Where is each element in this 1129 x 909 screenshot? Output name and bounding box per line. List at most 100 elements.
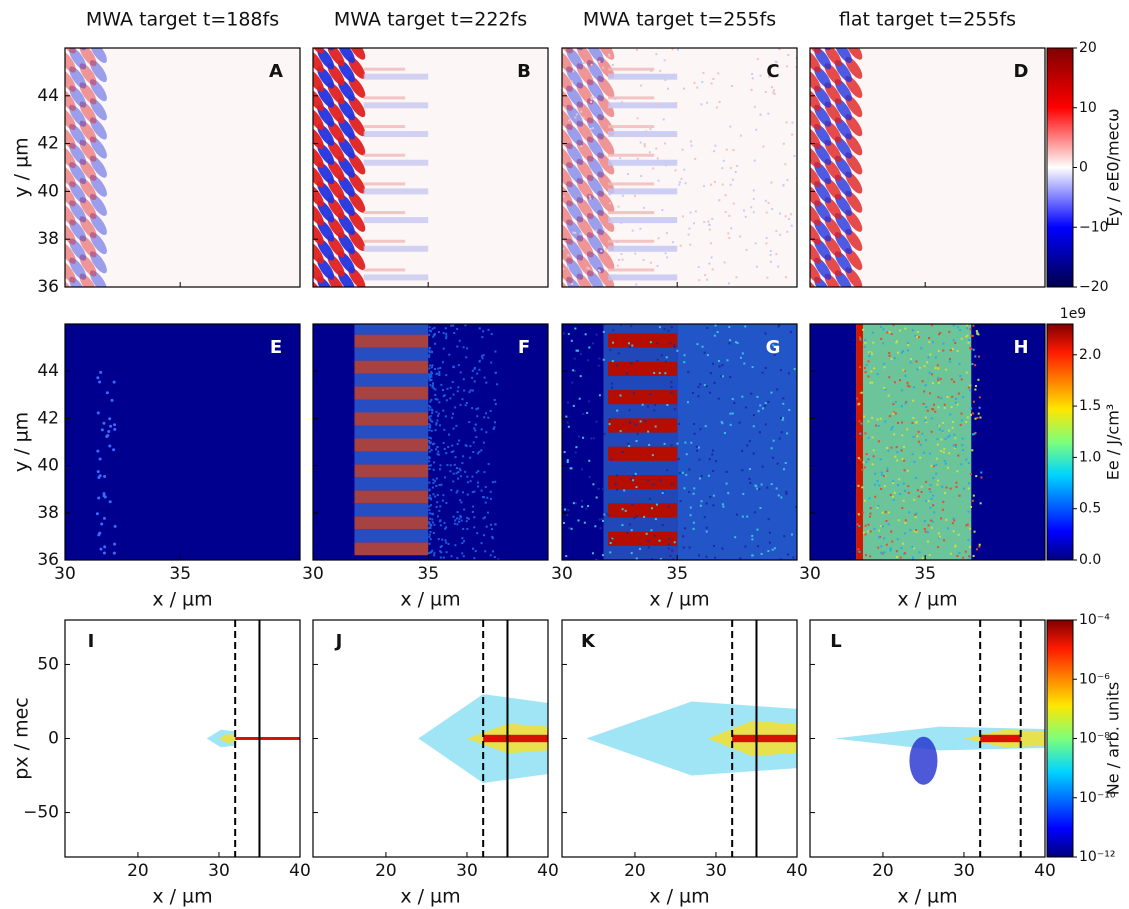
wave (89, 155, 107, 178)
finger (363, 125, 406, 129)
speckle (647, 430, 650, 433)
speckle (750, 392, 753, 395)
speckle (942, 421, 945, 424)
distribution (218, 734, 236, 743)
speckle (792, 556, 795, 559)
wave (566, 276, 584, 287)
speckle (937, 546, 940, 549)
speckle (454, 406, 457, 409)
speckle (861, 486, 864, 489)
speckle (636, 432, 639, 435)
x-tick-label: 30 (551, 564, 573, 584)
speckle (434, 388, 437, 391)
speckle (935, 472, 938, 475)
speckle (896, 451, 899, 454)
speckle (431, 372, 434, 375)
speckle (602, 519, 605, 522)
speckle (932, 477, 935, 480)
panel-frame (312, 47, 549, 288)
speckle (453, 463, 456, 466)
speckle (460, 501, 463, 504)
speckle (881, 552, 884, 555)
speckle (930, 526, 933, 529)
speckle (636, 359, 639, 362)
speckle (951, 522, 954, 525)
speckle (885, 520, 888, 523)
speckle (616, 264, 619, 267)
speckle (894, 455, 897, 458)
speckle (756, 487, 759, 490)
speckle (594, 525, 597, 528)
speckle (889, 547, 892, 550)
speckle (619, 394, 622, 397)
speckle (956, 349, 959, 352)
speckle (910, 357, 913, 360)
speckle (739, 356, 742, 359)
speckle (930, 464, 933, 467)
speckle (711, 453, 714, 456)
speckle (729, 125, 732, 128)
panel-title: flat target t=255fs (839, 9, 1016, 31)
speckle (487, 463, 490, 466)
speckle (625, 372, 628, 375)
speckle (964, 550, 967, 553)
speckle (616, 409, 619, 412)
speckle (904, 374, 907, 377)
speckle (784, 215, 787, 218)
speckle (670, 444, 673, 447)
speckle (773, 547, 776, 550)
speckle (877, 546, 880, 549)
speckle (577, 435, 580, 438)
speckle (914, 421, 917, 424)
speckle (758, 488, 761, 491)
wave (597, 133, 615, 156)
speckle (609, 418, 612, 421)
speckle (692, 521, 695, 524)
speckle (113, 427, 117, 431)
speckle (459, 403, 462, 406)
speckle (974, 431, 977, 434)
speckle (437, 538, 440, 541)
speckle (598, 357, 601, 360)
speckle (461, 542, 464, 545)
speckle (494, 480, 497, 483)
speckle (669, 342, 672, 345)
speckle (768, 531, 771, 534)
speckle (102, 421, 106, 425)
speckle (491, 535, 494, 538)
speckle (965, 335, 968, 338)
speckle (641, 403, 644, 406)
speckle (698, 279, 701, 282)
wave (69, 276, 87, 287)
region (856, 324, 972, 560)
speckle (581, 468, 584, 471)
speckle (462, 346, 465, 349)
speckle (937, 367, 940, 370)
panel-image (562, 620, 797, 857)
speckle (461, 537, 464, 540)
speckle (890, 428, 893, 431)
speckle (928, 337, 931, 340)
speckle (581, 505, 584, 508)
speckle (430, 379, 433, 382)
speckle (927, 500, 930, 503)
speckle (651, 507, 654, 510)
speckle (98, 380, 102, 384)
speckle (865, 554, 868, 557)
speckle (619, 157, 622, 160)
finger (608, 102, 678, 109)
speckle (744, 215, 747, 218)
speckle (484, 485, 487, 488)
speckle (480, 542, 483, 545)
wave (79, 235, 97, 258)
speckle (759, 113, 762, 116)
speckle (435, 485, 438, 488)
speckle (748, 440, 751, 443)
speckle (489, 497, 492, 500)
wave (566, 66, 584, 89)
wave (79, 197, 97, 220)
colorbar-tick-label: 0.5 (1079, 501, 1101, 517)
speckle (445, 526, 448, 529)
speckle (955, 485, 958, 488)
speckle (429, 364, 432, 367)
